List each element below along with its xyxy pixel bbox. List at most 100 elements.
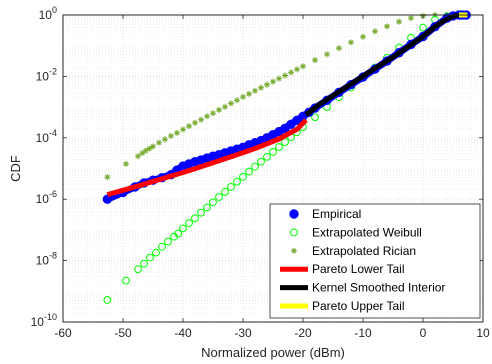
legend: Empirical Extrapolated Weibull Extrapolate… [269,203,481,319]
data-point [146,253,154,262]
y-tick-exponent: 0 [52,5,57,15]
data-point [104,174,111,181]
data-point-stroke [150,143,156,149]
data-point-stroke [396,19,402,25]
y-tick-exponent: -10 [44,312,57,322]
legend-entry: Pareto Upper Tail [280,299,405,313]
data-point-stroke [123,161,129,167]
data-point [336,45,342,52]
legend-label: Kernel Smoothed Interior [312,281,445,295]
data-point-stroke [135,153,141,159]
data-point [360,33,366,40]
data-point [140,259,148,268]
data-point [162,136,168,143]
data-point-stroke [216,107,222,113]
data-point [185,219,193,228]
data-point-stroke [156,140,162,146]
data-point [240,93,246,100]
x-tick-label: -40 [174,326,192,340]
data-point [203,203,211,212]
data-point [419,23,427,32]
data-point-stroke [104,174,110,180]
series-4 [304,12,460,117]
data-point [384,23,390,30]
data-point [270,78,276,85]
x-axis-label: Normalized power (dBm) [201,345,345,360]
data-point [311,113,319,122]
axis-ticks: -60 -50 -40 -30 -20 -10 0 1010-1010-810-610-410… [31,5,490,340]
legend-swatch [290,228,298,237]
data-point [168,132,174,139]
data-point [228,100,234,107]
data-point [408,15,414,22]
data-point [122,276,130,285]
data-point-stroke [139,150,145,156]
y-tick-label: 100 [39,5,57,22]
x-tick-label: -50 [114,326,132,340]
data-point [156,139,162,146]
data-point-stroke [192,120,198,126]
legend-label: Pareto Lower Tail [312,262,405,276]
data-point-stroke [270,79,276,85]
data-point [263,152,271,161]
data-point [192,119,198,126]
data-point [246,90,252,97]
data-point [222,103,228,110]
data-point-stroke [234,97,240,103]
data-point [103,295,112,304]
legend-entry: Empirical [289,207,361,221]
data-point-stroke [198,117,204,123]
legend-swatch-stroke [291,248,297,254]
data-point [198,116,204,123]
series-line [304,12,460,117]
data-point-stroke [288,69,294,75]
legend-swatch [289,209,299,219]
data-point-stroke [146,146,152,151]
data-point-stroke [276,76,282,82]
data-point-stroke [180,127,186,132]
x-tick-label: -30 [234,326,252,340]
y-tick-base: 10 [31,315,45,329]
data-point [275,143,283,151]
data-point-stroke [300,63,306,69]
data-point [123,160,129,167]
data-point [174,129,180,136]
data-point [197,208,205,217]
data-point [186,123,192,130]
data-point-stroke [408,15,414,21]
data-point-stroke [324,51,330,57]
data-point [210,110,216,117]
data-point [258,84,264,91]
y-tick-exponent: -8 [49,251,57,261]
legend-label: Extrapolated Rician [312,244,416,258]
data-point-stroke [204,113,210,119]
y-tick-base: 10 [36,131,50,145]
legend-entry: Extrapolated Rician [291,244,416,258]
y-tick-base: 10 [39,8,53,22]
data-point [158,242,166,251]
data-point [239,172,247,181]
data-point-stroke [336,45,342,51]
data-point-stroke [168,133,174,139]
data-point-stroke [252,88,258,94]
data-point-stroke [312,57,318,63]
data-point [252,87,258,94]
data-point [209,198,217,207]
legend-swatch [291,247,297,254]
data-point [288,69,294,76]
y-tick-label: 10-10 [31,312,57,329]
data-point [348,39,354,46]
y-tick-label: 10-2 [36,66,57,83]
data-point [134,265,142,274]
data-point-stroke [384,23,390,29]
data-point-stroke [348,39,354,45]
y-tick-label: 10-4 [36,128,57,145]
y-tick-label: 10-8 [36,251,57,268]
y-axis-label: CDF [8,155,23,182]
data-point [233,177,241,186]
legend-entry: Pareto Lower Tail [280,262,405,276]
data-point [135,153,141,160]
data-point [180,126,186,133]
data-point-stroke [264,82,270,88]
